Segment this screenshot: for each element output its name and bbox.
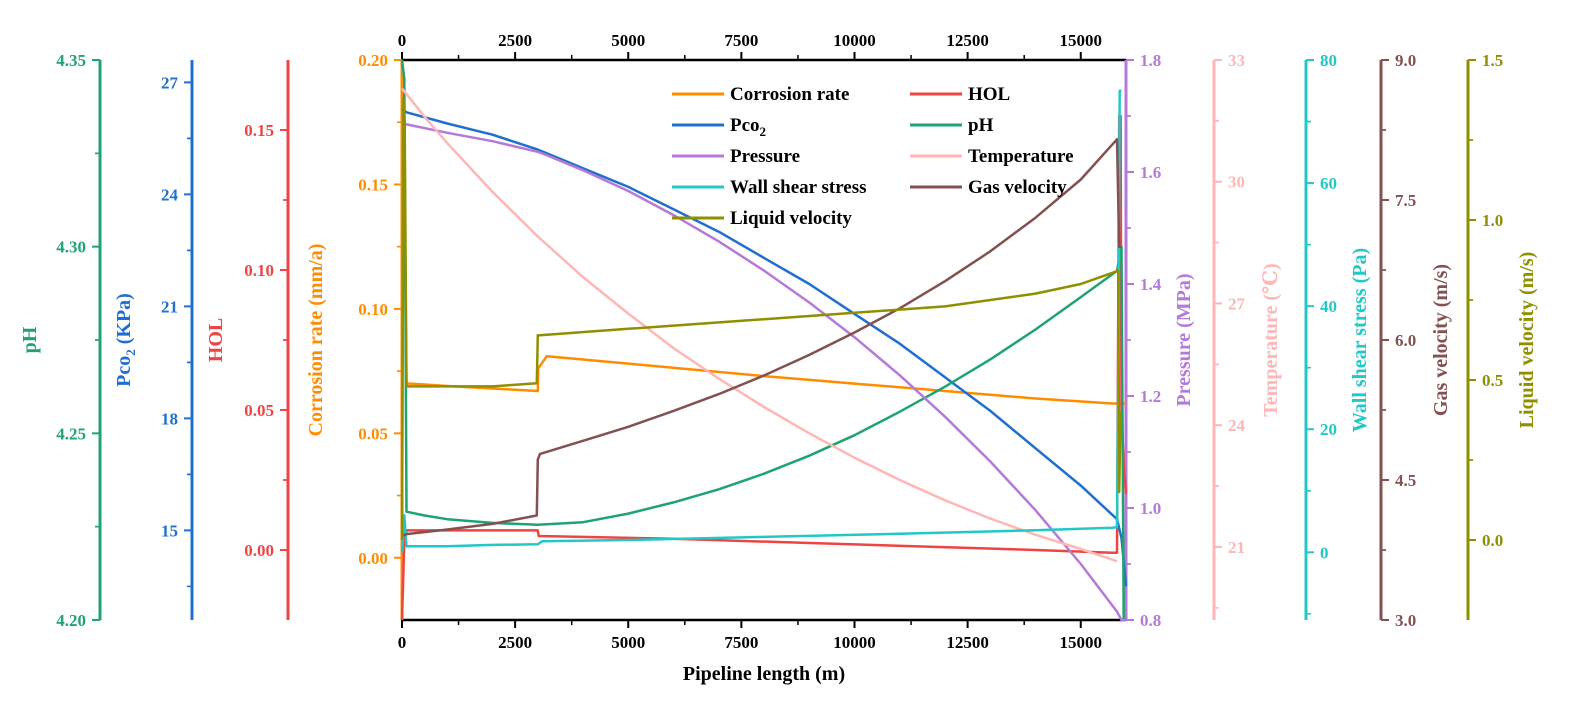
axis-tick-label-temp: 27 [1228,294,1246,313]
series-line-ph [400,59,1126,622]
axis-title-wss: Wall shear stress (Pa) [1349,248,1371,432]
axis-tick-label-hol: 0.00 [244,541,274,560]
axis-tick-label-gasv: 4.5 [1395,471,1416,490]
series-line-liqv [400,97,1122,541]
axis-tick-label-hol: 0.15 [244,121,274,140]
axis-tick-label-gasv: 7.5 [1395,191,1416,210]
x-tick-label: 15000 [1060,633,1103,652]
x-top-tick-label: 15000 [1060,31,1103,50]
axis-tick-label-ph: 4.35 [56,51,86,70]
axis-tick-label-temp: 24 [1228,416,1246,435]
axis-tick-label-wss: 80 [1320,51,1337,70]
x-top-tick-label: 5000 [611,31,645,50]
series-line-temp [401,87,1118,563]
legend-label-temp: Temperature [968,146,1074,167]
axis-title-hol: HOL [205,318,227,362]
series-line-wss [400,89,1122,553]
axis-tick-label-liqv: 0.5 [1482,371,1503,390]
x-tick-label: 0 [398,633,407,652]
axis-title-liqv: Liquid velocity (m/s) [1516,252,1538,429]
axis-tick-label-gasv: 6.0 [1395,331,1416,350]
axis-title-ph: pH [19,326,41,353]
legend-label-hol: HOL [968,84,1010,105]
axis-tick-label-corr: 0.15 [358,175,388,194]
legend-label-gasv: Gas velocity [968,177,1067,198]
axis-tick-label-press: 1.0 [1140,499,1161,518]
axis-tick-label-press: 1.4 [1140,275,1162,294]
series-line-pco2 [401,107,1128,587]
x-top-tick-label: 2500 [498,31,532,50]
axis-tick-label-pco2: 18 [161,409,178,428]
axis-tick-label-ph: 4.30 [56,238,86,257]
legend: Corrosion rate HOL Pco2 pH Pressure Temperatu… [672,84,1074,229]
axis-tick-label-corr: 0.20 [358,51,388,70]
axis-tick-label-gasv: 9.0 [1395,51,1416,70]
axis-tick-label-press: 0.8 [1140,611,1161,630]
axis-tick-label-pco2: 21 [161,297,178,316]
legend-label-press: Pressure [730,146,800,167]
legend-label-corr: Corrosion rate [730,84,849,105]
axis-title-press: Pressure (MPa) [1173,273,1195,406]
axis-tick-label-hol: 0.05 [244,401,274,420]
axis-tick-label-hol: 0.10 [244,261,274,280]
axis-title-gasv: Gas velocity (m/s) [1430,264,1452,416]
axis-tick-label-temp: 21 [1228,538,1245,557]
axis-tick-label-press: 1.8 [1140,51,1161,70]
x-tick-label: 5000 [611,633,645,652]
axis-title-pco2: Pco2 (KPa) [113,293,138,387]
axis-title-temp: Temperature (℃) [1260,263,1282,416]
legend-label-pco2: Pco2 [730,115,766,139]
axis-tick-label-pco2: 24 [161,185,179,204]
x-top-tick-label: 10000 [833,31,876,50]
axis-tick-label-ph: 4.25 [56,424,86,443]
axes-layer: 0 2500 5000 7500 10000 12500 15000 0 2500 5000 750… [19,31,1538,685]
series-layer [400,59,1128,622]
axis-tick-label-liqv: 1.5 [1482,51,1503,70]
x-top-tick-label: 0 [398,31,407,50]
axis-tick-label-temp: 30 [1228,173,1245,192]
legend-label-liqv: Liquid velocity [730,208,852,229]
axis-tick-label-pco2: 27 [161,73,179,92]
x-tick-label: 10000 [833,633,876,652]
axis-tick-label-press: 1.2 [1140,387,1161,406]
x-top-tick-label: 7500 [724,31,758,50]
axis-tick-label-ph: 4.20 [56,611,86,630]
axis-tick-label-corr: 0.00 [358,549,388,568]
legend-label-ph: pH [968,115,994,136]
axis-tick-label-wss: 60 [1320,174,1337,193]
axis-tick-label-wss: 0 [1320,543,1329,562]
x-tick-label: 2500 [498,633,532,652]
axis-tick-label-wss: 40 [1320,297,1337,316]
axis-tick-label-corr: 0.10 [358,300,388,319]
axis-title-corr: Corrosion rate (mm/a) [305,244,327,437]
series-line-gasv [401,138,1122,538]
axis-tick-label-temp: 33 [1228,51,1245,70]
x-top-tick-label: 12500 [946,31,989,50]
series-line-press [401,120,1126,622]
x-tick-label: 7500 [724,633,758,652]
axis-tick-label-wss: 20 [1320,420,1337,439]
axis-tick-label-press: 1.6 [1140,163,1161,182]
axis-tick-label-liqv: 0.0 [1482,531,1503,550]
x-tick-label: 12500 [946,633,989,652]
axis-tick-label-liqv: 1.0 [1482,211,1503,230]
axis-tick-label-corr: 0.05 [358,424,388,443]
axis-tick-label-gasv: 3.0 [1395,611,1416,630]
axis-tick-label-pco2: 15 [161,521,178,540]
x-axis-label: Pipeline length (m) [683,663,845,685]
legend-label-wss: Wall shear stress [730,177,867,198]
